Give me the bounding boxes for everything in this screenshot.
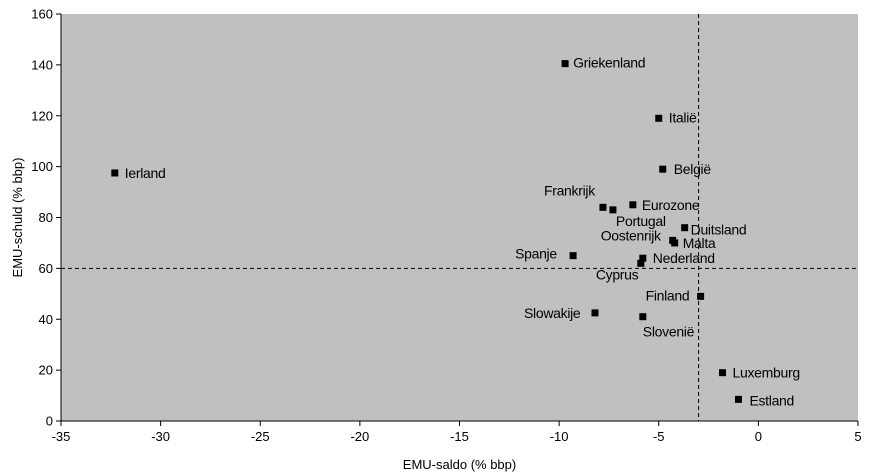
data-point	[569, 252, 577, 260]
y-tick-label: 100	[31, 159, 53, 174]
x-tick-label: -25	[251, 429, 270, 444]
point-label: Cyprus	[596, 266, 639, 282]
y-tick-label: 120	[31, 108, 53, 123]
data-point	[659, 165, 667, 173]
point-label: Nederland	[653, 250, 715, 266]
point-label: Italië	[669, 109, 697, 125]
data-point	[609, 206, 617, 214]
data-point	[671, 239, 679, 247]
y-tick-label: 80	[39, 210, 53, 225]
point-label: Duitsland	[691, 222, 747, 238]
point-label: Slowakije	[524, 305, 581, 321]
data-point	[655, 114, 663, 122]
point-labels: Griekenland Italië Ierland België Frankrijk P…	[125, 55, 800, 409]
y-tick-label: 0	[46, 414, 53, 429]
data-point	[629, 201, 637, 209]
x-axis-ticks: -35 -30 -25 -20 -15 -10 -5 0 5	[52, 421, 862, 444]
point-label: Spanje	[515, 246, 557, 262]
point-label: Estland	[749, 392, 794, 408]
data-point	[111, 169, 119, 177]
data-point	[591, 309, 599, 317]
data-point	[561, 60, 569, 68]
y-axis-title: EMU-schuld (% bbp)	[10, 158, 25, 278]
data-points	[111, 60, 742, 403]
data-point	[599, 203, 607, 211]
y-tick-label: 60	[39, 261, 53, 276]
data-point	[681, 224, 689, 232]
x-tick-label: -30	[151, 429, 170, 444]
point-label: Luxemburg	[733, 365, 800, 381]
data-point	[734, 395, 742, 403]
plot-area	[61, 14, 858, 421]
point-label: Oostenrijk	[601, 227, 662, 243]
data-point	[697, 292, 705, 300]
x-axis-title: EMU-saldo (% bbp)	[403, 457, 516, 472]
data-point	[639, 254, 647, 262]
reference-lines	[61, 14, 858, 421]
point-label: Finland	[646, 287, 690, 303]
y-tick-label: 160	[31, 7, 53, 22]
point-label: Slovenië	[643, 324, 695, 340]
point-label: Malta	[683, 235, 716, 251]
data-point	[639, 313, 647, 321]
x-tick-label: -10	[550, 429, 569, 444]
point-label: Eurozone	[642, 197, 700, 213]
y-tick-label: 140	[31, 57, 53, 72]
y-tick-label: 20	[39, 363, 53, 378]
x-tick-label: -35	[52, 429, 71, 444]
x-tick-label: -20	[350, 429, 369, 444]
point-label: Frankrijk	[544, 182, 596, 198]
data-point	[719, 369, 727, 377]
x-tick-label: 0	[755, 429, 762, 444]
y-axis-ticks: 0 20 40 60 80 100 120 140 160	[31, 7, 61, 429]
x-tick-label: 5	[854, 429, 861, 444]
point-label: België	[674, 161, 712, 177]
x-tick-label: -5	[653, 429, 665, 444]
point-label: Griekenland	[573, 55, 645, 71]
x-tick-label: -15	[450, 429, 469, 444]
point-label: Ierland	[125, 165, 166, 181]
data-point	[637, 259, 645, 267]
point-label: Portugal	[616, 213, 666, 229]
y-tick-label: 40	[39, 312, 53, 327]
